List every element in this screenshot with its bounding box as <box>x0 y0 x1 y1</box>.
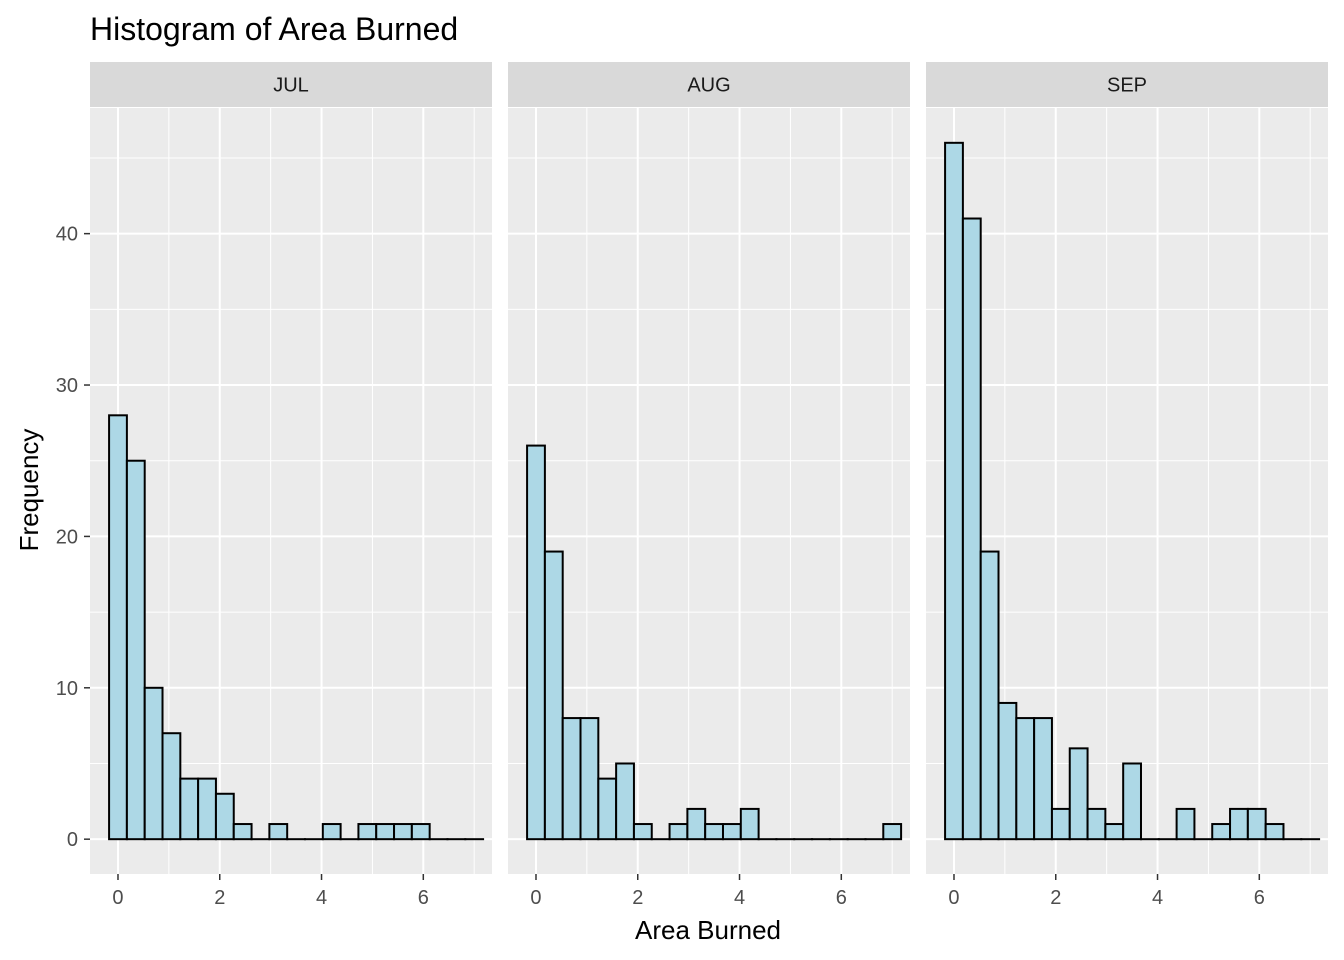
histogram-bar <box>561 717 582 841</box>
y-axis: 0 10 20 30 40 <box>56 224 90 851</box>
histogram-bar <box>579 717 600 841</box>
histogram-bar <box>997 701 1018 841</box>
histogram-bar <box>1015 717 1036 841</box>
histogram-bar <box>686 807 707 841</box>
histogram-bar <box>1068 747 1089 841</box>
histogram-bar <box>321 823 342 841</box>
histogram-bar <box>632 823 653 841</box>
facet-panel-sep: SEP 0 2 4 6 <box>926 62 1328 909</box>
histogram-bar <box>197 777 217 841</box>
y-axis-title: Frequency <box>14 429 44 552</box>
histogram-bar <box>1211 823 1232 841</box>
histogram-bar <box>214 792 235 841</box>
histogram-bar <box>232 823 253 841</box>
histogram-bar <box>143 686 164 841</box>
x-tick-label: 4 <box>734 887 745 909</box>
facet-strip-label: JUL <box>273 75 309 97</box>
x-tick-label: 6 <box>1254 887 1265 909</box>
facet-panels: JUL 0 2 4 6 AUG 0 2 4 6 SEP 0 2 4 6 <box>90 62 1328 909</box>
histogram-bar <box>979 550 1000 841</box>
y-tick-label: 40 <box>56 224 78 246</box>
histogram-bar <box>410 823 431 841</box>
histogram-bar <box>161 732 182 841</box>
histogram-bar <box>125 459 146 841</box>
histogram-bar <box>108 414 128 841</box>
histogram-bar <box>704 823 724 841</box>
histogram-bar <box>1104 823 1125 841</box>
histogram-bar <box>526 444 546 841</box>
histogram-bar <box>944 141 964 841</box>
x-tick-label: 2 <box>1050 887 1061 909</box>
facet-panel-aug: AUG 0 2 4 6 <box>508 62 910 909</box>
histogram-bar <box>739 807 760 841</box>
x-tick-label: 0 <box>530 887 541 909</box>
x-axis-title: Area Burned <box>635 915 781 945</box>
x-tick-label: 0 <box>948 887 959 909</box>
facet-strip <box>508 62 910 107</box>
histogram-bar <box>1246 807 1267 841</box>
x-tick-label: 4 <box>1152 887 1163 909</box>
facet-strip-label: SEP <box>1107 75 1147 97</box>
x-tick-label: 2 <box>632 887 643 909</box>
histogram-bar <box>1050 807 1071 841</box>
facet-panel-jul: JUL 0 2 4 6 <box>90 62 492 909</box>
histogram-bar <box>882 823 903 841</box>
histogram-bar <box>1033 717 1053 841</box>
y-tick-label: 30 <box>56 375 78 397</box>
facet-strip <box>926 62 1328 107</box>
y-tick-label: 10 <box>56 678 78 700</box>
histogram-bar <box>1122 762 1142 841</box>
histogram-bar <box>268 823 289 841</box>
histogram-bar <box>375 823 396 841</box>
histogram-bar <box>1229 807 1249 841</box>
histogram-bar <box>357 823 378 841</box>
y-tick-label: 0 <box>67 829 78 851</box>
histogram-bar <box>1264 823 1285 841</box>
histogram-bar <box>721 823 742 841</box>
y-tick-label: 20 <box>56 526 78 548</box>
histogram-bar <box>543 550 564 841</box>
histogram-bar <box>668 823 689 841</box>
facet-strip-label: AUG <box>687 75 730 97</box>
histogram-bar <box>615 762 635 841</box>
chart-title: Histogram of Area Burned <box>90 11 458 47</box>
histogram-bar <box>597 777 618 841</box>
x-tick-label: 4 <box>316 887 327 909</box>
histogram-bar <box>179 777 200 841</box>
facet-strip <box>90 62 492 107</box>
histogram-bar <box>1086 807 1107 841</box>
histogram-bar <box>1175 807 1196 841</box>
histogram-bar <box>961 217 982 841</box>
histogram-bar <box>393 823 413 841</box>
x-tick-label: 6 <box>418 887 429 909</box>
x-tick-label: 2 <box>214 887 225 909</box>
x-tick-label: 0 <box>112 887 123 909</box>
x-tick-label: 6 <box>836 887 847 909</box>
